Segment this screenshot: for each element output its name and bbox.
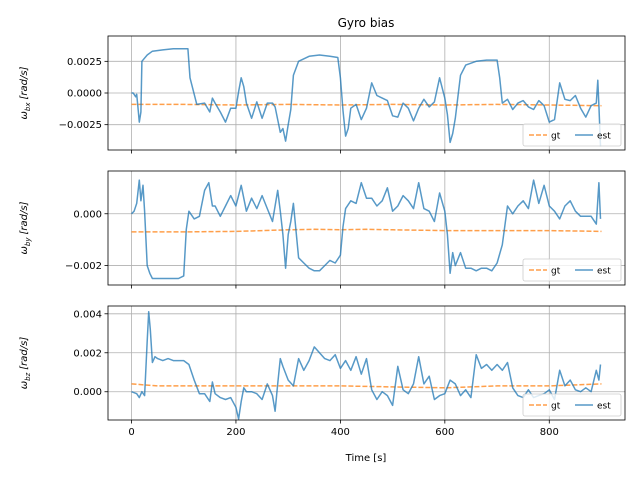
chart-title: Gyro bias [338,16,395,30]
x-tick-label: 400 [331,427,350,438]
legend-label-gt: gt [551,402,561,412]
y-tick-label: 0.004 [73,309,102,320]
legend-label-gt: gt [551,267,561,277]
series-est-line [131,47,602,147]
subplot-bz: 0 200 400 600 800 0.000 0.002 0.004 ωbz[rad/s] gt… [19,305,626,438]
legend: gt est [522,393,622,417]
y-tick-label: 0.000 [73,387,102,398]
series-gt-line [131,228,602,233]
x-tick-label: 200 [226,427,245,438]
y-tick-label: −0.0025 [59,120,102,131]
subplot-by: −0.002 0.000 ωby[rad/s] gt est [19,170,626,289]
series-gt-line [131,383,602,389]
legend-label-est: est [597,132,611,142]
legend: gt est [522,258,622,282]
x-tick-label: 800 [540,427,559,438]
legend-label-est: est [597,267,611,277]
y-axis-label: ωby[rad/s] [19,201,32,254]
legend-label-est: est [597,402,611,412]
subplot-bx: −0.0025 0.0000 0.0025 ωbx[rad/s] gt est [19,35,626,154]
y-tick-label: 0.0000 [67,89,102,100]
y-tick-label: 0.002 [73,348,102,359]
x-axis-label: Time [s] [345,453,387,464]
legend-label-gt: gt [551,132,561,142]
legend-box [522,123,622,147]
series-est-line [131,311,602,420]
series-est-line [130,179,602,280]
y-axis-label: ωbx[rad/s] [19,66,32,119]
legend: gt est [522,123,622,147]
y-axis-label: ωbz[rad/s] [19,337,32,390]
legend-box [522,258,622,282]
y-tick-label: 0.000 [73,209,102,220]
x-tick-label: 600 [435,427,454,438]
plot-frame [107,305,626,421]
y-tick-label: 0.0025 [67,57,102,68]
x-tick-label: 0 [128,427,134,438]
y-tick-label: −0.002 [65,261,102,272]
plot-frame [107,170,626,286]
legend-box [522,393,622,417]
